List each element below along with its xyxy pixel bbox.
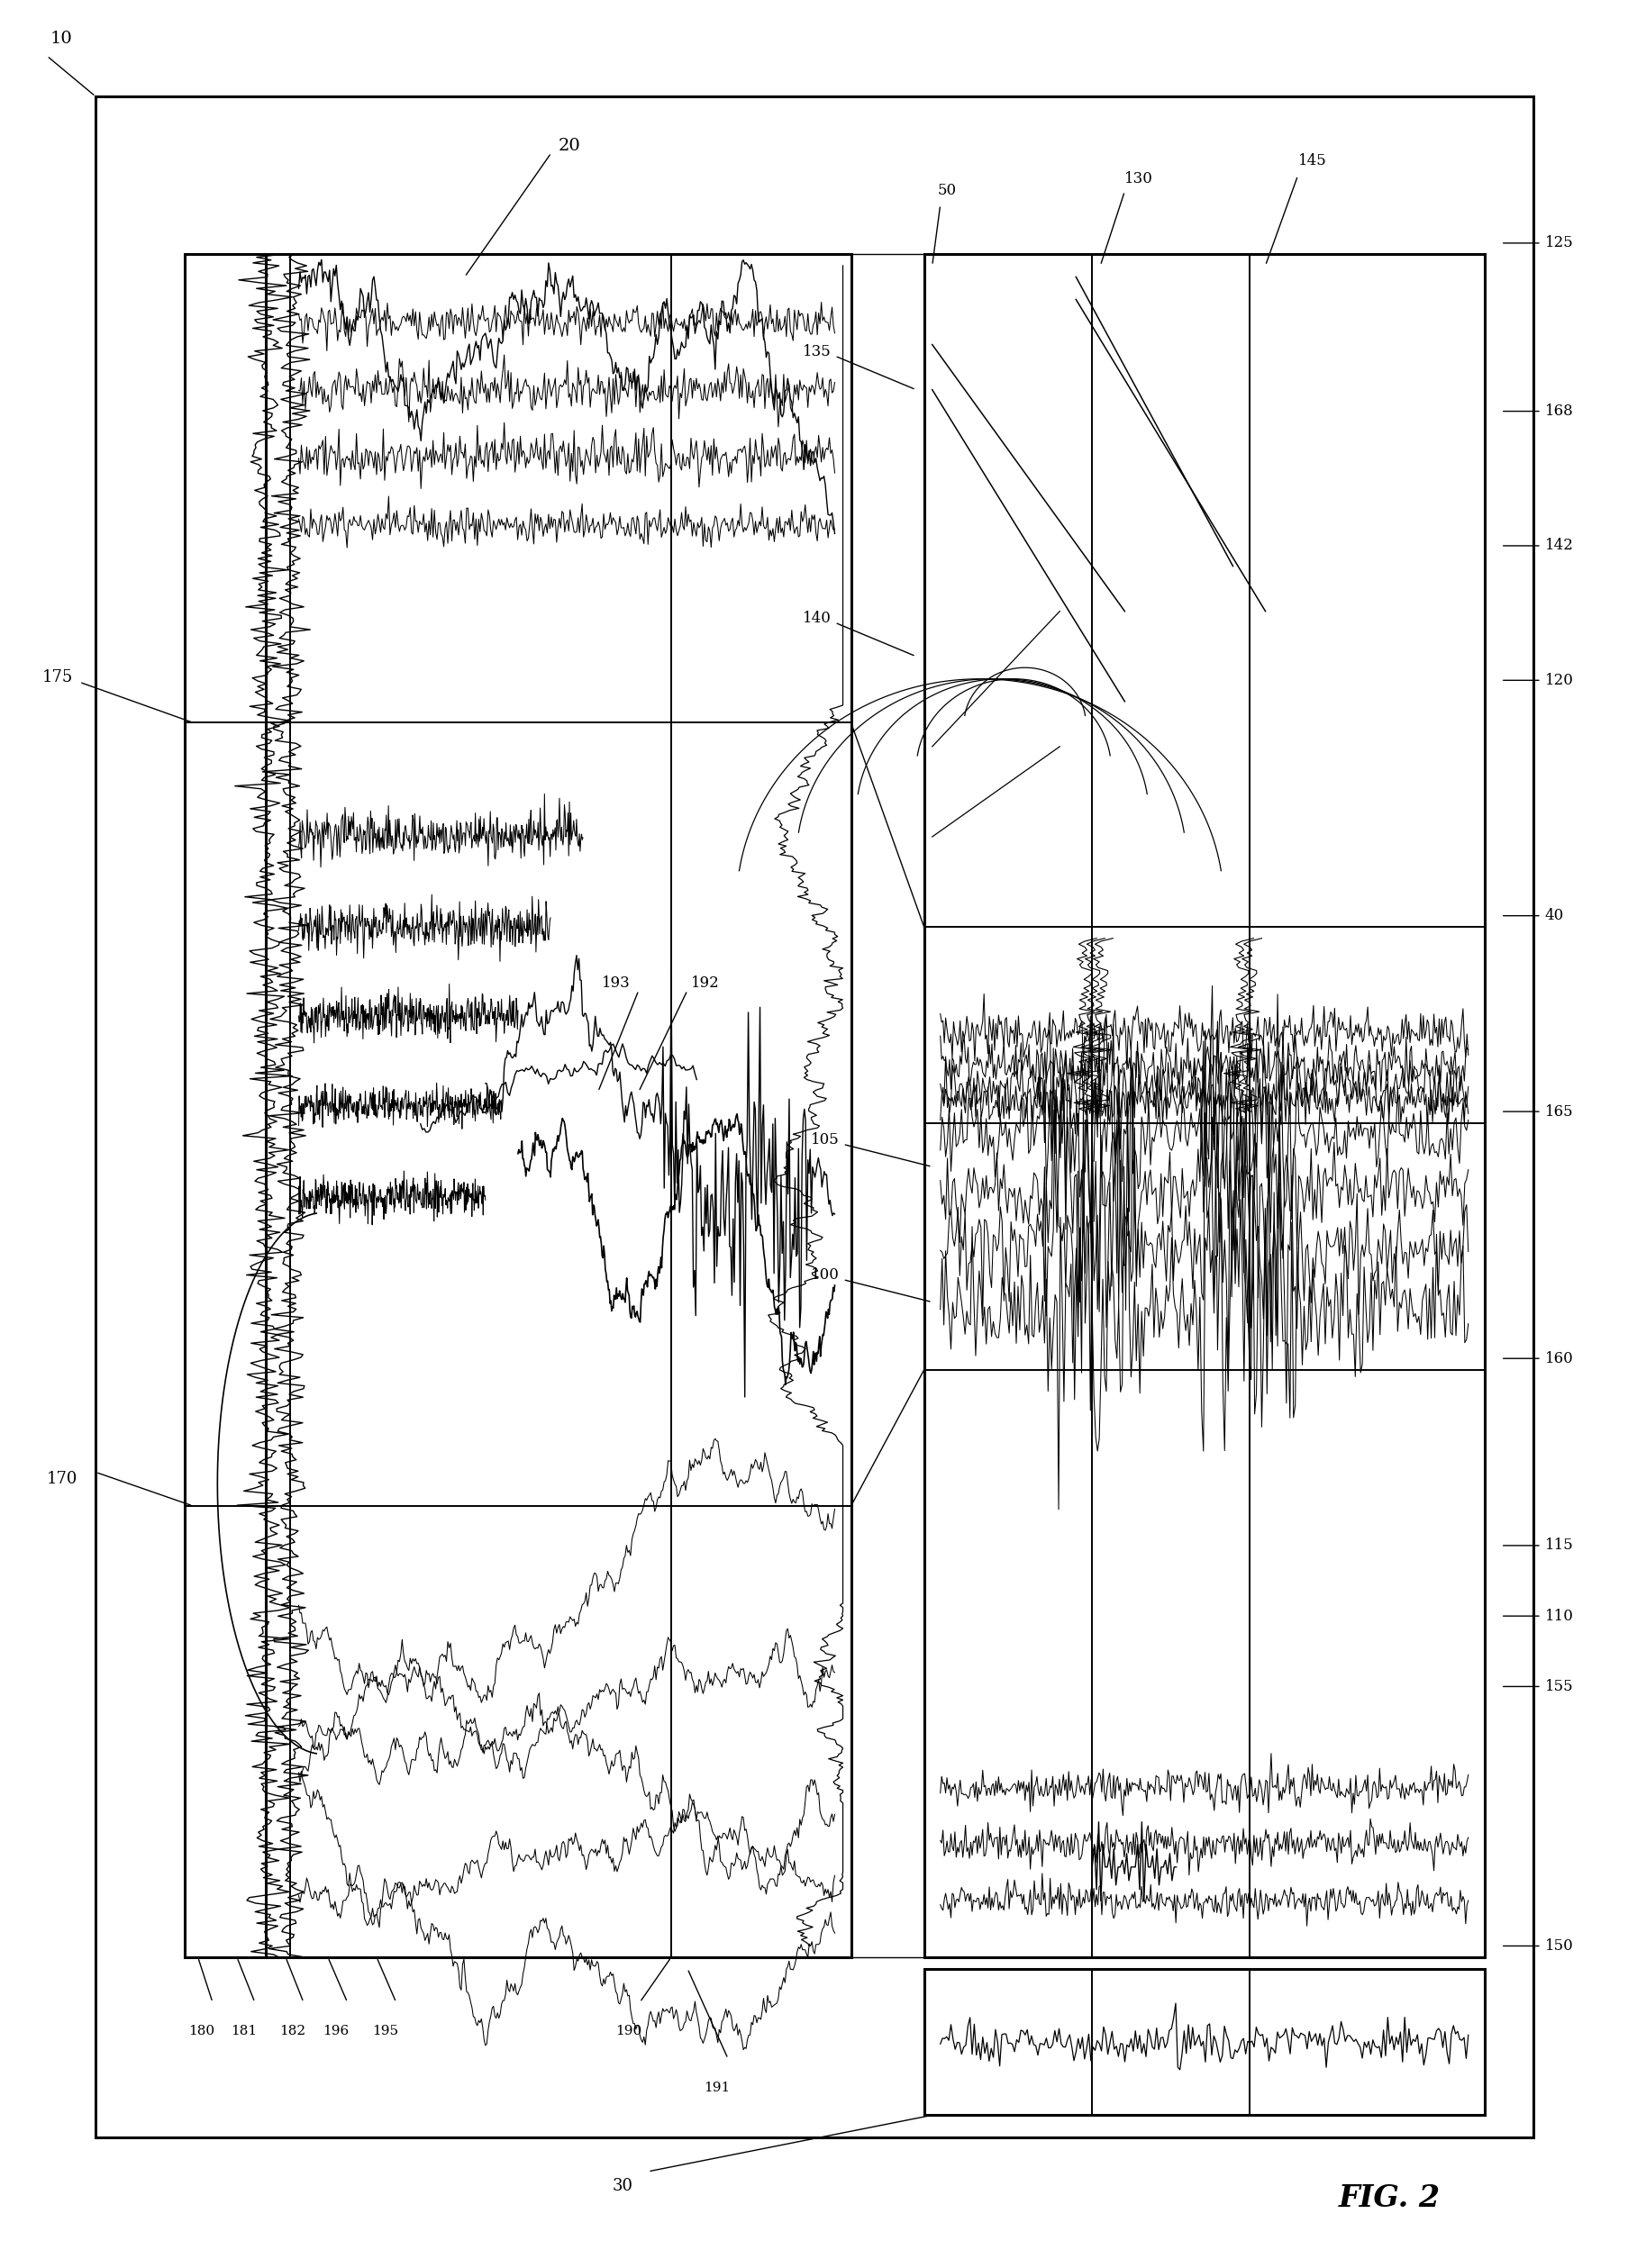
Text: 168: 168 <box>1545 404 1573 420</box>
Text: 110: 110 <box>1545 1608 1573 1624</box>
Text: FIG. 2: FIG. 2 <box>1339 2184 1441 2214</box>
Text: 20: 20 <box>558 138 579 154</box>
Text: 191: 191 <box>704 2082 730 2093</box>
Text: 120: 120 <box>1545 674 1573 687</box>
Text: 192: 192 <box>691 975 719 991</box>
Text: 115: 115 <box>1545 1538 1573 1554</box>
Text: 10: 10 <box>51 32 72 48</box>
Bar <box>925 254 1485 1957</box>
Text: 195: 195 <box>372 2025 398 2037</box>
Text: 135: 135 <box>802 345 832 358</box>
Text: 181: 181 <box>231 2025 257 2037</box>
Text: 150: 150 <box>1545 1939 1573 1953</box>
Text: 180: 180 <box>188 2025 214 2037</box>
Text: 40: 40 <box>1545 907 1563 923</box>
Text: 193: 193 <box>602 975 630 991</box>
Text: 175: 175 <box>43 669 74 685</box>
Text: 196: 196 <box>322 2025 349 2037</box>
Bar <box>95 98 1534 2139</box>
Text: 105: 105 <box>810 1132 840 1148</box>
Text: 190: 190 <box>616 2025 642 2037</box>
Text: 140: 140 <box>802 610 832 626</box>
Text: 50: 50 <box>936 184 956 197</box>
Text: 100: 100 <box>810 1268 840 1284</box>
Text: 160: 160 <box>1545 1352 1573 1365</box>
Text: 145: 145 <box>1298 154 1326 168</box>
Text: 142: 142 <box>1545 538 1573 553</box>
Text: 165: 165 <box>1545 1105 1573 1118</box>
Text: 125: 125 <box>1545 236 1573 252</box>
Bar <box>925 1969 1485 2116</box>
Text: 130: 130 <box>1125 172 1154 186</box>
Text: 155: 155 <box>1545 1678 1573 1694</box>
Bar <box>185 254 851 1957</box>
Text: 182: 182 <box>280 2025 306 2037</box>
Text: 170: 170 <box>47 1472 79 1488</box>
Text: 30: 30 <box>612 2177 634 2195</box>
